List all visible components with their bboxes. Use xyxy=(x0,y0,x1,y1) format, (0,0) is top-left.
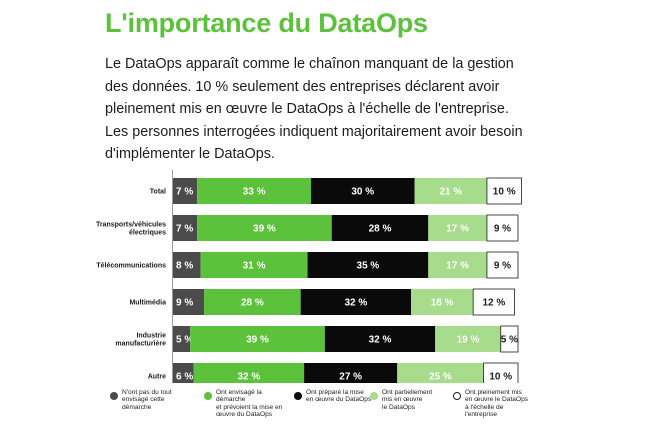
legend-label-line: Ont préparé la mise xyxy=(306,389,364,396)
legend-label-line: mis en œuvre xyxy=(382,396,423,404)
bar-segment xyxy=(324,326,436,352)
legend-item: Ont préparé la mise en œuvre du DataOps xyxy=(294,389,374,404)
legend-label-line: et prévoient la mise en xyxy=(216,403,283,411)
data-label: 9 % xyxy=(494,261,511,272)
bar-segment xyxy=(411,289,474,315)
legend-label-line: N'ont pas du tout xyxy=(122,389,172,396)
legend-swatch xyxy=(204,392,212,400)
legend-label: Ont partiellement mis en œuvre le DataOps xyxy=(382,389,450,411)
legend-label: Ont pleinement mis en œuvre le DataOps à l… xyxy=(465,389,533,419)
data-label: 32 % xyxy=(238,372,261,383)
legend-item: Ont envisagé la démarche et prévoient la … xyxy=(204,389,284,419)
bar-segment xyxy=(200,252,308,278)
bar-segment xyxy=(435,326,501,352)
bar-segment xyxy=(500,325,519,353)
bar-segment xyxy=(428,215,487,241)
bar-segment xyxy=(397,363,484,383)
category-label: Industrie manufacturière xyxy=(115,333,166,348)
data-label: 35 % xyxy=(357,261,380,272)
data-label: 27 % xyxy=(339,372,362,383)
legend-label-line: en œuvre le DataOps xyxy=(465,396,529,404)
data-label: 21 % xyxy=(439,187,462,198)
bar-segment xyxy=(304,363,398,383)
legend-swatch xyxy=(370,392,378,400)
bar-segment xyxy=(173,289,205,315)
data-label: 12 % xyxy=(482,298,505,309)
bar-segment xyxy=(173,363,194,383)
legend-item: Ont partiellement mis en œuvre le DataOps xyxy=(370,389,450,411)
legend-item: N'ont pas du tout envisagé cette démarche xyxy=(110,389,190,411)
chart-title: L'importance du DataOps xyxy=(105,8,428,38)
bar-segment xyxy=(300,289,412,315)
data-label: 32 % xyxy=(344,298,367,309)
bar-segment xyxy=(311,178,415,204)
category-label: Télécommunications xyxy=(96,263,166,270)
data-label: 39 % xyxy=(253,224,276,235)
data-label: 39 % xyxy=(246,335,269,346)
data-label: 18 % xyxy=(431,298,454,309)
data-label: 9 % xyxy=(176,298,193,309)
data-label: 28 % xyxy=(241,298,264,309)
category-label: Transports/véhicules électriques xyxy=(96,222,166,237)
data-label: 30 % xyxy=(351,187,374,198)
data-label: 32 % xyxy=(369,335,392,346)
bar-segment xyxy=(486,214,519,242)
legend-label-line: à l'échelle de l'entreprise xyxy=(465,403,504,419)
bar-segment xyxy=(197,178,311,204)
bar-segment xyxy=(331,215,429,241)
legend-label-line: envisagé cette xyxy=(122,396,165,404)
category-label: Total xyxy=(150,189,166,196)
data-label: 28 % xyxy=(369,224,392,235)
legend-swatch xyxy=(453,392,461,400)
bar-segment xyxy=(414,178,487,204)
data-label: 5 % xyxy=(501,335,518,346)
bar-segment xyxy=(173,215,198,241)
legend-label-line: Ont envisagé la démarche xyxy=(216,389,262,404)
data-label: 10 % xyxy=(493,187,516,198)
legend-swatch xyxy=(294,392,302,400)
data-label: 17 % xyxy=(446,224,469,235)
legend-label-line: le DataOps xyxy=(382,403,415,411)
bar-segment xyxy=(204,289,301,315)
bar-segment xyxy=(472,288,515,316)
data-label: 17 % xyxy=(446,261,469,272)
bar-segment xyxy=(486,177,522,205)
stacked-bar-chart: Total 7 % 33 % 30 % 21 % 10 % Transports/véhic… xyxy=(96,170,522,383)
legend-label: Ont envisagé la démarche et prévoient la … xyxy=(216,389,284,419)
bar-segment xyxy=(428,252,487,278)
legend-label-line: Ont pleinement mis xyxy=(465,389,522,396)
legend-label: Ont préparé la mise en œuvre du DataOps xyxy=(306,389,374,404)
data-label: 10 % xyxy=(489,372,512,383)
bar-segment xyxy=(307,252,429,278)
data-label: 31 % xyxy=(243,261,266,272)
category-label: Autre xyxy=(148,374,166,381)
data-label: 9 % xyxy=(494,224,511,235)
data-label: 8 % xyxy=(176,261,193,272)
chart-legend: N'ont pas du tout envisagé cette démarche O… xyxy=(100,389,580,433)
data-label: 19 % xyxy=(457,335,480,346)
intro-paragraph: Le DataOps apparaît comme le chaînon man… xyxy=(105,56,523,162)
data-label: 5 % xyxy=(176,335,193,346)
legend-swatch xyxy=(110,392,118,400)
legend-label-line: œuvre du DataOps xyxy=(216,411,273,419)
data-label: 33 % xyxy=(243,187,266,198)
bar-segment xyxy=(190,326,325,352)
legend-item: Ont pleinement mis en œuvre le DataOps à l… xyxy=(453,389,533,419)
data-label: 6 % xyxy=(176,372,193,383)
data-label: 7 % xyxy=(176,187,193,198)
bar-segment xyxy=(483,362,519,383)
bar-segment xyxy=(173,326,191,352)
bar-segment xyxy=(197,215,332,241)
legend-label-line: démarche xyxy=(122,403,152,411)
bar-segment xyxy=(193,363,305,383)
bar-segment xyxy=(486,251,519,279)
data-label: 7 % xyxy=(176,224,193,235)
bar-segment xyxy=(173,252,201,278)
legend-label: N'ont pas du tout envisagé cette démarche xyxy=(122,389,190,411)
category-label: Multimédia xyxy=(129,300,166,307)
bar-segment xyxy=(173,178,198,204)
legend-label-line: en œuvre du DataOps xyxy=(306,396,372,404)
data-label: 25 % xyxy=(429,372,452,383)
legend-label-line: Ont partiellement xyxy=(382,389,433,396)
